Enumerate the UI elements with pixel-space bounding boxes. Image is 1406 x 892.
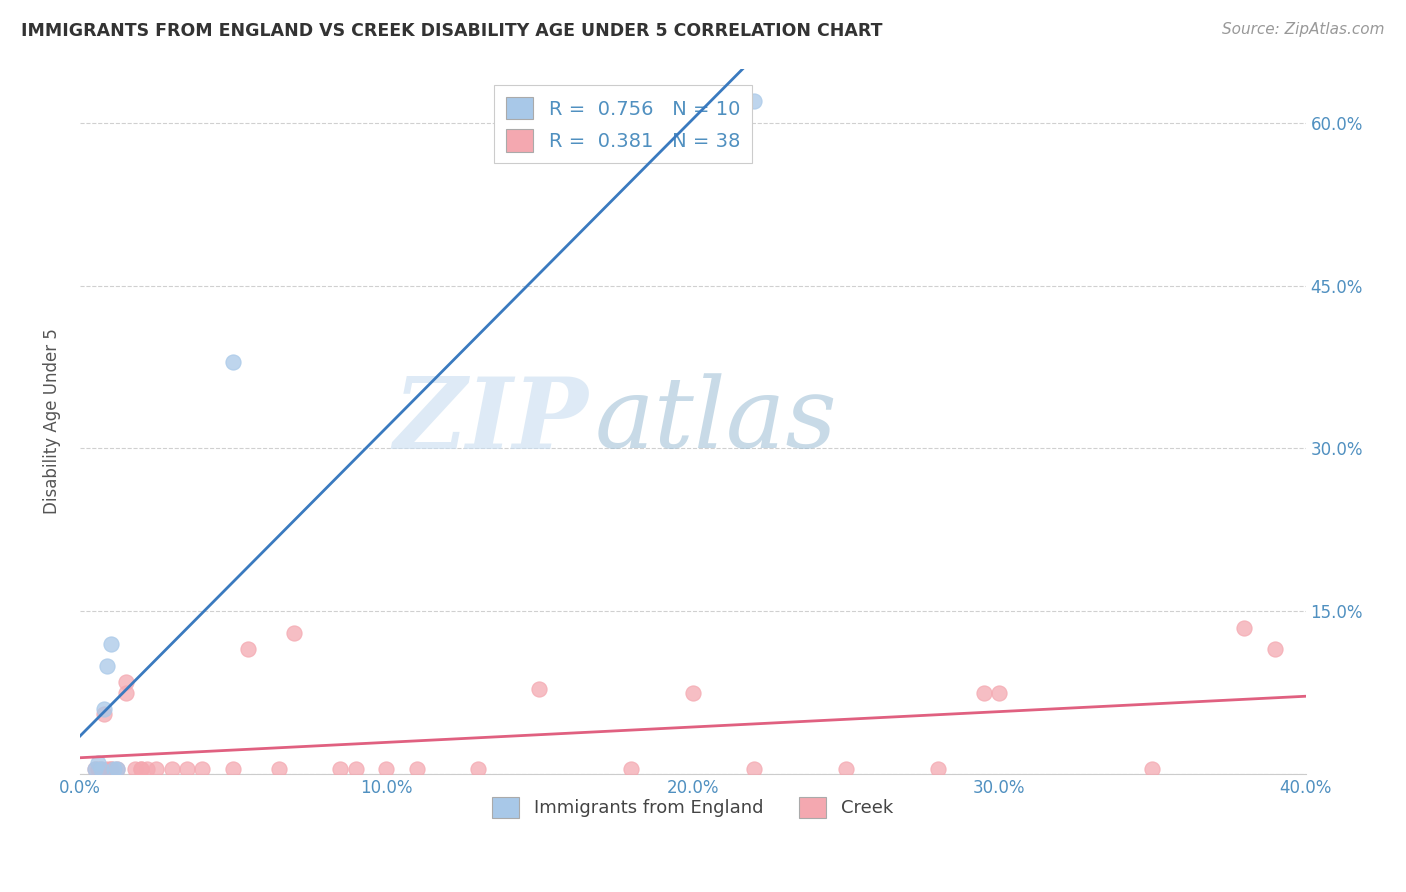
- Point: [191, 762, 214, 776]
- Point: [742, 762, 765, 776]
- Point: [406, 762, 429, 776]
- Point: [927, 762, 949, 776]
- Point: [620, 762, 643, 776]
- Point: [145, 762, 167, 776]
- Point: [84, 762, 107, 776]
- Point: [129, 762, 152, 776]
- Point: [87, 756, 110, 771]
- Point: [375, 762, 398, 776]
- Point: [267, 762, 290, 776]
- Point: [96, 658, 118, 673]
- Point: [344, 762, 367, 776]
- Point: [124, 762, 146, 776]
- Point: [100, 762, 122, 776]
- Point: [222, 354, 245, 368]
- Point: [100, 762, 122, 776]
- Point: [87, 762, 110, 776]
- Point: [1142, 762, 1164, 776]
- Point: [742, 94, 765, 108]
- Point: [90, 762, 112, 776]
- Point: [84, 762, 107, 776]
- Text: ZIP: ZIP: [394, 373, 589, 469]
- Text: IMMIGRANTS FROM ENGLAND VS CREEK DISABILITY AGE UNDER 5 CORRELATION CHART: IMMIGRANTS FROM ENGLAND VS CREEK DISABIL…: [21, 22, 883, 40]
- Point: [114, 674, 136, 689]
- Point: [129, 762, 152, 776]
- Point: [93, 707, 115, 722]
- Point: [105, 762, 128, 776]
- Point: [90, 762, 112, 776]
- Point: [283, 626, 305, 640]
- Point: [988, 686, 1011, 700]
- Point: [222, 762, 245, 776]
- Point: [467, 762, 489, 776]
- Y-axis label: Disability Age Under 5: Disability Age Under 5: [44, 328, 60, 515]
- Point: [93, 702, 115, 716]
- Point: [238, 642, 260, 657]
- Point: [973, 686, 995, 700]
- Point: [329, 762, 352, 776]
- Point: [100, 637, 122, 651]
- Point: [682, 686, 704, 700]
- Point: [96, 762, 118, 776]
- Point: [176, 762, 198, 776]
- Point: [136, 762, 159, 776]
- Text: atlas: atlas: [595, 374, 838, 469]
- Point: [160, 762, 183, 776]
- Point: [529, 682, 551, 697]
- Legend: Immigrants from England, Creek: Immigrants from England, Creek: [485, 789, 900, 825]
- Point: [1264, 642, 1286, 657]
- Point: [103, 762, 125, 776]
- Point: [835, 762, 858, 776]
- Point: [114, 686, 136, 700]
- Point: [105, 762, 128, 776]
- Text: Source: ZipAtlas.com: Source: ZipAtlas.com: [1222, 22, 1385, 37]
- Point: [1233, 621, 1256, 635]
